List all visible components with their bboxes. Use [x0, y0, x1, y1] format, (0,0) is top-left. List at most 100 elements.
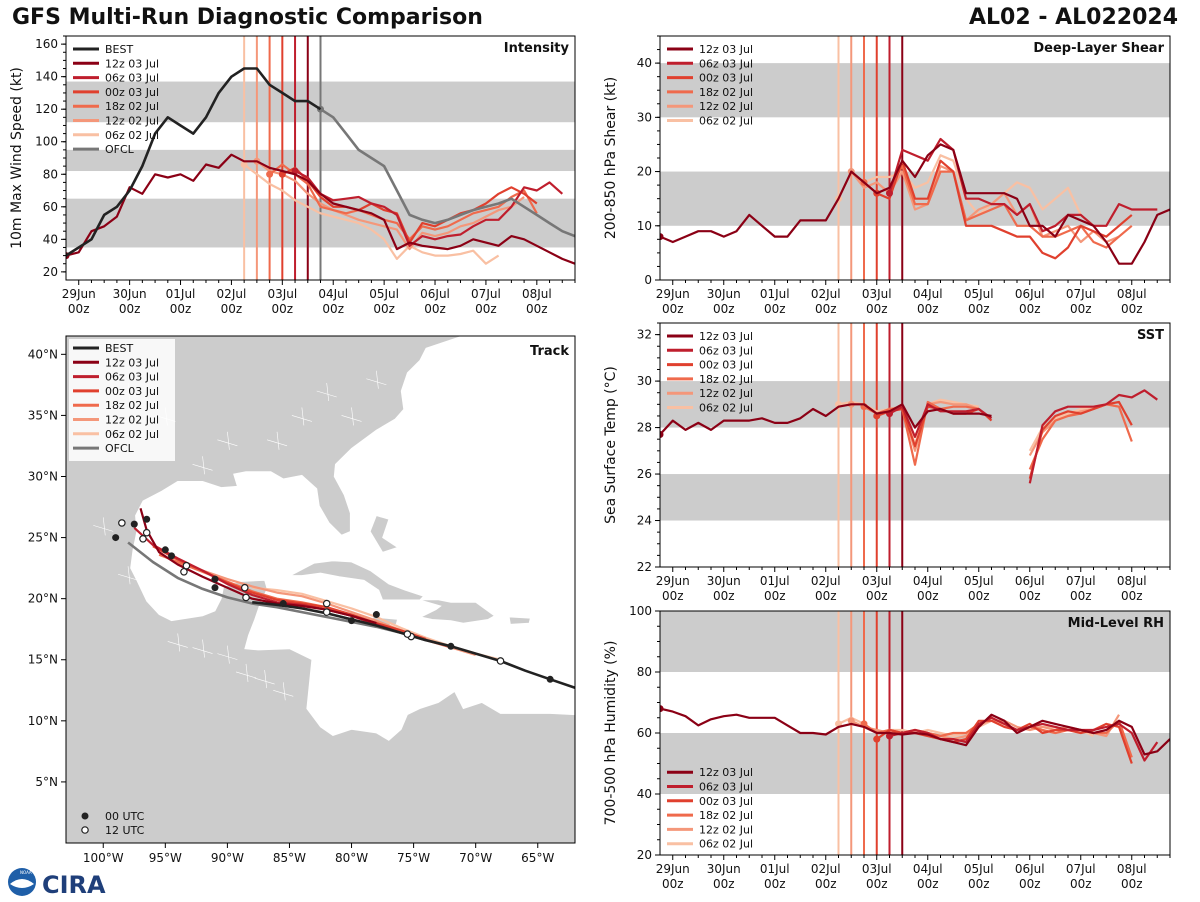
- track-xtick-label: 85°W: [273, 851, 306, 865]
- shear-series-start-marker: [873, 189, 881, 197]
- sst-series-start-marker: [847, 400, 855, 408]
- track-ytick-label: 10°N: [28, 714, 58, 728]
- border-line: [102, 517, 106, 536]
- track-xtick-label: 65°W: [521, 851, 554, 865]
- bahamas: [369, 515, 399, 553]
- rh-ytick-label: 100: [629, 604, 652, 618]
- intensity-series-line: [256, 160, 525, 251]
- intensity-ylabel: 10m Max Wind Speed (kt): [9, 67, 25, 249]
- marker-legend-00utc-icon: [81, 812, 89, 820]
- shear-xtick-label: 00z: [1019, 302, 1041, 316]
- intensity-series-line: [66, 67, 322, 257]
- rh-series-line: [876, 719, 1133, 764]
- border-line: [93, 525, 114, 532]
- shear-ytick-label: 30: [637, 110, 652, 124]
- track-map: [66, 336, 575, 843]
- intensity-ytick-label: 140: [35, 70, 58, 84]
- intensity-xtick-label: 30Jun: [113, 287, 147, 301]
- intensity-xtick-label: 02Jul: [217, 287, 247, 301]
- rh-ytick-label: 40: [637, 787, 652, 801]
- border-line: [291, 415, 312, 422]
- track-ytick-label: 5°N: [35, 775, 58, 789]
- sst-ytick-label: 24: [637, 514, 652, 528]
- rh-xtick-label: 00z: [713, 877, 735, 891]
- shear-panel: 01020304029Jun00z30Jun00z01Jul00z02Jul00…: [603, 35, 1171, 316]
- track-ytick-label: 35°N: [28, 408, 58, 422]
- rh-band: [660, 733, 1170, 794]
- sst-series-start-marker: [660, 431, 664, 439]
- rh-legend-label: 18z 02 Jul: [699, 809, 753, 822]
- rh-xtick-label: 29Jun: [656, 862, 690, 876]
- rh-xtick-label: 02Jul: [811, 862, 841, 876]
- shear-legend-label: 12z 03 Jul: [699, 43, 753, 56]
- track-marker-12utc: [496, 657, 505, 665]
- border-line: [273, 690, 294, 697]
- shear-xtick-label: 30Jun: [707, 287, 741, 301]
- sst-series-line: [863, 400, 1133, 470]
- track-marker-00utc: [112, 534, 120, 542]
- track-marker-12utc: [182, 561, 191, 570]
- intensity-ytick-label: 80: [43, 167, 58, 181]
- track-xtick-label: 95°W: [149, 851, 182, 865]
- intensity-legend-label: 06z 03 Jul: [105, 72, 159, 85]
- marker-legend-00utc-label: 00 UTC: [105, 810, 145, 823]
- rh-ytick-label: 60: [637, 726, 652, 740]
- rh-xtick-label: 00z: [866, 877, 888, 891]
- border-line: [155, 415, 176, 422]
- shear-xtick-label: 00z: [815, 302, 837, 316]
- border-line: [376, 370, 379, 389]
- shear-series-start-marker: [660, 233, 664, 241]
- track-xtick-label: 70°W: [459, 851, 492, 865]
- intensity-series-start-marker: [253, 157, 261, 165]
- sst-xtick-label: 00z: [1019, 589, 1041, 603]
- rh-series-line: [838, 716, 1094, 738]
- sst-xtick-label: 00z: [968, 589, 990, 603]
- sst-series-line: [851, 400, 1120, 457]
- sst-legend-label: 12z 02 Jul: [699, 387, 753, 400]
- sst-ylabel: Sea Surface Temp (°C): [603, 366, 619, 524]
- rh-xtick-label: 05Jul: [964, 862, 994, 876]
- shear-band: [660, 63, 1170, 118]
- sst-legend-label: 06z 03 Jul: [699, 344, 753, 357]
- cuba: [290, 560, 425, 601]
- shear-series-start-marker: [860, 178, 868, 186]
- rh-ytick-label: 80: [637, 665, 652, 679]
- track-legend-label: 12z 02 Jul: [105, 414, 159, 427]
- rh-xtick-label: 07Jul: [1066, 862, 1096, 876]
- sst-band: [660, 381, 1170, 428]
- intensity-series-line: [281, 166, 538, 244]
- track-legend-bg: [69, 339, 175, 461]
- intensity-xtick-label: 00z: [119, 302, 141, 316]
- shear-xtick-label: 04Jul: [913, 287, 943, 301]
- intensity-legend-label: 12z 02 Jul: [105, 115, 159, 128]
- border-line: [217, 653, 238, 660]
- sst-xtick-label: 00z: [917, 589, 939, 603]
- track-marker-00utc: [168, 552, 176, 560]
- track-marker-00utc: [372, 611, 380, 619]
- track-ytick-label: 40°N: [28, 347, 58, 361]
- sst-ytick-label: 30: [637, 374, 652, 388]
- track-legend-label: 06z 03 Jul: [105, 371, 159, 384]
- shear-series-line: [876, 159, 1133, 260]
- sst-xtick-label: 00z: [764, 589, 786, 603]
- shear-xtick-label: 02Jul: [811, 287, 841, 301]
- border-line: [326, 382, 330, 402]
- intensity-series-start-marker: [66, 252, 70, 260]
- border-line: [227, 645, 230, 664]
- sst-ytick-label: 22: [637, 560, 652, 574]
- sst-ytick-label: 32: [637, 328, 652, 342]
- sst-ytick-label: 26: [637, 467, 652, 481]
- rh-ytick-label: 20: [637, 848, 652, 862]
- border-line: [202, 456, 205, 475]
- shear-legend-label: 12z 02 Jul: [699, 100, 753, 113]
- sst-legend-label: 06z 02 Jul: [699, 402, 753, 415]
- border-line: [245, 663, 249, 682]
- sst-ytick-label: 28: [637, 421, 652, 435]
- intensity-xtick-label: 00z: [68, 302, 90, 316]
- rh-series-start-marker: [886, 732, 893, 740]
- border-line: [117, 573, 139, 581]
- track-marker-00utc: [143, 515, 151, 523]
- rh-legend-label: 06z 03 Jul: [699, 781, 753, 794]
- cira-logo: NOAA CIRA: [4, 866, 114, 902]
